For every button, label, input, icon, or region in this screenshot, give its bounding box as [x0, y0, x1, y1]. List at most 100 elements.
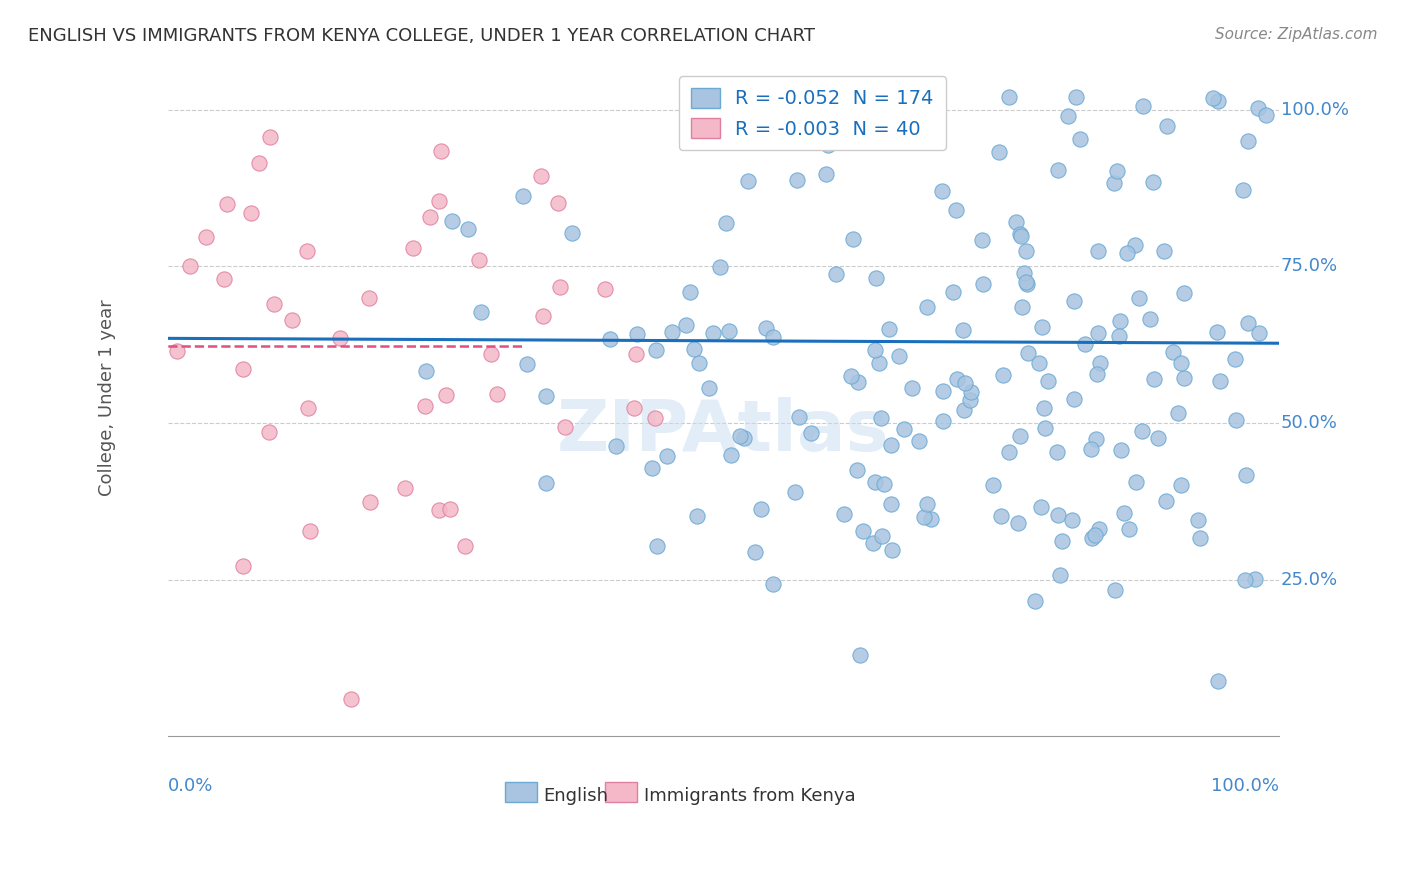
Point [1105, 164, 1128, 178]
Text: 75.0%: 75.0% [1281, 257, 1339, 276]
Point [1139, 312, 1161, 326]
Point [917, 300, 939, 314]
Point [863, 475, 886, 489]
Point [783, 485, 806, 500]
Point [870, 411, 893, 425]
Point [1008, 428, 1031, 442]
Point [915, 497, 938, 511]
Point [280, 312, 302, 326]
Point [298, 524, 321, 539]
Point [1173, 371, 1195, 385]
Point [762, 577, 785, 591]
Point [1223, 351, 1246, 366]
Point [468, 253, 491, 268]
Point [786, 172, 808, 186]
Point [339, 691, 361, 706]
Point [1156, 119, 1178, 133]
Text: English: English [544, 787, 609, 805]
Point [998, 90, 1021, 104]
Point [531, 309, 554, 323]
Point [1236, 316, 1258, 330]
Point [645, 539, 668, 553]
Point [868, 356, 890, 370]
Point [401, 240, 423, 254]
Point [846, 375, 869, 389]
Point [263, 297, 285, 311]
Point [1109, 314, 1132, 328]
Point [932, 384, 955, 399]
Point [688, 355, 710, 369]
Point [1153, 244, 1175, 258]
Point [880, 542, 903, 557]
Point [901, 380, 924, 394]
Point [749, 501, 772, 516]
Point [661, 325, 683, 339]
Point [817, 138, 839, 153]
Point [1031, 320, 1053, 334]
Point [427, 194, 450, 209]
Point [839, 369, 862, 384]
Point [297, 401, 319, 416]
Point [920, 511, 942, 525]
Point [893, 422, 915, 436]
Point [413, 399, 436, 413]
Point [1247, 101, 1270, 115]
Text: 100.0%: 100.0% [1211, 777, 1278, 795]
Point [942, 285, 965, 299]
Point [679, 285, 702, 299]
Point [825, 267, 848, 281]
Point [429, 503, 451, 517]
Point [1015, 277, 1038, 291]
Point [232, 558, 254, 573]
Point [1209, 374, 1232, 388]
Point [879, 321, 901, 335]
Point [257, 425, 280, 439]
Text: Immigrants from Kenya: Immigrants from Kenya [644, 787, 855, 805]
Text: 25.0%: 25.0% [1281, 571, 1339, 589]
Text: College, Under 1 year: College, Under 1 year [98, 300, 117, 496]
Point [879, 497, 901, 511]
Point [1047, 162, 1070, 177]
FancyBboxPatch shape [605, 782, 637, 802]
Point [394, 482, 416, 496]
Point [1236, 134, 1258, 148]
FancyBboxPatch shape [505, 782, 537, 802]
Point [1173, 286, 1195, 301]
Text: ENGLISH VS IMMIGRANTS FROM KENYA COLLEGE, UNDER 1 YEAR CORRELATION CHART: ENGLISH VS IMMIGRANTS FROM KENYA COLLEGE… [28, 27, 815, 45]
Point [1010, 227, 1032, 242]
Point [697, 381, 720, 395]
Point [686, 508, 709, 523]
Point [842, 232, 865, 246]
Point [239, 205, 262, 219]
Point [516, 357, 538, 371]
Point [709, 260, 731, 275]
Point [1029, 500, 1052, 515]
Point [547, 196, 569, 211]
Point [1036, 374, 1059, 388]
Point [166, 343, 188, 358]
Point [1118, 522, 1140, 536]
Point [1202, 91, 1225, 105]
Point [623, 401, 645, 415]
Point [762, 330, 785, 344]
Point [1132, 98, 1154, 112]
Point [1011, 300, 1033, 314]
Point [415, 364, 437, 378]
Point [990, 509, 1012, 524]
Point [1142, 175, 1164, 189]
Point [1130, 424, 1153, 438]
Point [852, 524, 875, 539]
Point [457, 221, 479, 235]
Point [720, 448, 742, 462]
Point [1087, 522, 1109, 536]
Point [1064, 90, 1087, 104]
Point [605, 438, 627, 452]
Point [912, 509, 935, 524]
Point [1050, 533, 1073, 548]
Point [1247, 326, 1270, 340]
Point [1147, 431, 1170, 445]
Point [702, 326, 724, 340]
Point [972, 233, 994, 247]
Point [1256, 107, 1278, 121]
Point [1234, 573, 1257, 587]
